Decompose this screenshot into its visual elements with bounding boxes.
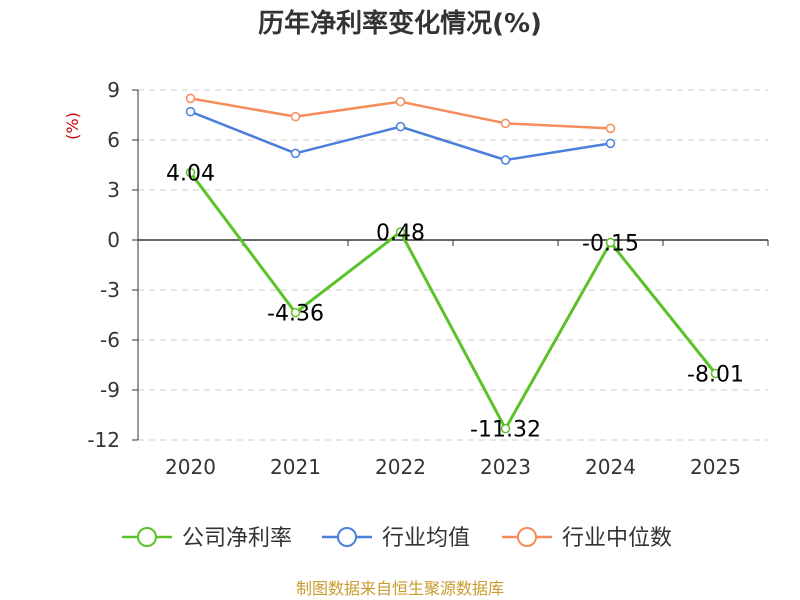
data-point	[605, 123, 616, 134]
data-point	[500, 118, 511, 129]
y-tick-label: -3	[100, 278, 120, 302]
legend-marker	[137, 527, 157, 547]
x-tick-label: 2023	[480, 455, 531, 479]
y-tick-label: -12	[87, 428, 120, 452]
series-line	[190, 110, 611, 162]
y-tick-label: -9	[100, 378, 120, 402]
data-point	[185, 93, 196, 104]
grid-lines	[138, 89, 768, 441]
y-tick-label: 3	[107, 178, 120, 202]
series-industry-median	[185, 93, 616, 134]
data-point	[500, 155, 511, 165]
data-point	[395, 121, 406, 132]
data-label: -0.15	[582, 232, 639, 257]
legend: 公司净利率 行业均值 行业中位数	[122, 526, 672, 551]
legend-label: 公司净利率	[182, 526, 292, 551]
data-point	[395, 96, 406, 107]
x-tick-label: 2024	[585, 455, 636, 479]
legend-item: 公司净利率	[122, 526, 292, 551]
y-axis-unit: (%)	[63, 112, 82, 140]
y-tick-label: 9	[107, 78, 120, 102]
y-tick-label: 0	[107, 228, 120, 252]
legend-item: 行业中位数	[502, 526, 672, 551]
x-tick-labels: 2020 2021 2022 2023 2024 2025	[165, 455, 741, 479]
x-tick-label: 2020	[165, 455, 216, 479]
x-tick-label: 2022	[375, 455, 426, 479]
series-line	[189, 171, 717, 431]
series-lines	[185, 93, 721, 434]
data-label: 4.04	[166, 162, 215, 187]
data-labels: 4.04 -4.36 0.48 -11.32 -0.15 -8.01	[166, 162, 744, 443]
data-point	[605, 237, 616, 248]
data-label: 0.48	[376, 221, 425, 246]
data-point	[290, 307, 301, 318]
data-label: -11.32	[470, 418, 541, 443]
data-point	[290, 111, 301, 122]
data-point	[710, 368, 721, 379]
legend-label: 行业中位数	[562, 526, 672, 551]
y-tick-labels: 9 6 3 0 -3 -6 -9 -12	[87, 78, 120, 452]
data-point	[290, 148, 301, 159]
data-point	[185, 167, 196, 178]
data-label: -4.36	[267, 302, 324, 327]
x-tick-label: 2025	[690, 455, 741, 479]
y-tick-label: 6	[107, 128, 120, 152]
data-point	[500, 423, 511, 434]
legend-marker	[337, 527, 357, 547]
data-point	[395, 227, 406, 237]
chart-title: 历年净利率变化情况(%)	[258, 8, 542, 39]
legend-label: 行业均值	[382, 526, 470, 551]
data-point	[185, 106, 196, 117]
x-tick-label: 2021	[270, 455, 321, 479]
y-tick-label: -6	[100, 328, 120, 352]
legend-item: 行业均值	[322, 526, 470, 551]
legend-marker	[517, 527, 537, 547]
series-industry-mean	[185, 106, 616, 165]
data-label: -8.01	[687, 363, 744, 388]
source-note: 制图数据来自恒生聚源数据库	[296, 579, 504, 598]
data-point	[605, 138, 616, 149]
series-company-net-margin	[185, 167, 721, 434]
